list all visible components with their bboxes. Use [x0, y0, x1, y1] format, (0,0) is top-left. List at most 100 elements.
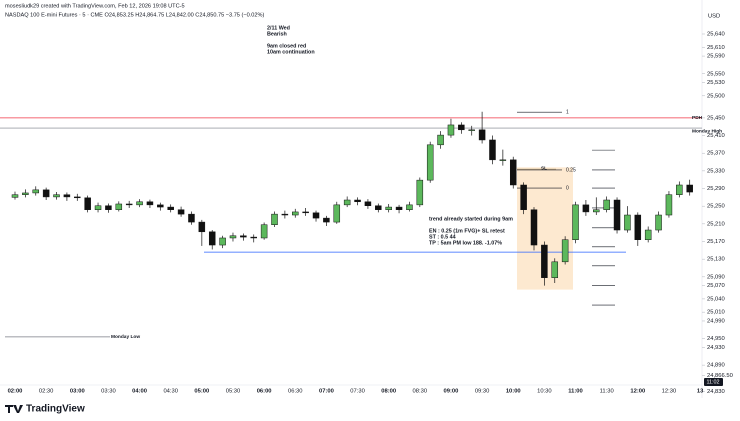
x-tick-label: 10:30 [537, 389, 552, 395]
candle-body [157, 204, 164, 208]
y-tick-label: 24,830 [707, 389, 725, 395]
y-tick-label: 25,640 [707, 32, 725, 38]
x-tick-label: 12:30 [662, 389, 677, 395]
level-label: Monday High [692, 128, 722, 134]
candle-body [447, 124, 455, 136]
candle-body [125, 203, 133, 206]
candle-body [603, 199, 610, 210]
y-tick-label: 25,330 [707, 168, 725, 174]
y-tick-label: 24,890 [707, 363, 725, 369]
x-tick-label: 06:30 [288, 389, 303, 395]
candle-body [105, 205, 112, 210]
candle-body [458, 124, 465, 131]
y-tick-label: 25,250 [707, 204, 725, 210]
y-tick-label: 24,950 [707, 336, 725, 342]
level-label: PDH [692, 115, 703, 121]
x-tick-label: 05:30 [226, 389, 241, 395]
candle-body [406, 204, 413, 210]
annotation-line: 10am continuation [267, 49, 315, 55]
candle-body [572, 204, 579, 240]
candle-body [32, 189, 40, 194]
candle-body [437, 134, 444, 146]
y-tick-label: 25,410 [707, 133, 725, 139]
candle-body [136, 201, 143, 206]
y-tick-label: 25,500 [707, 93, 725, 99]
candle-body [343, 199, 351, 206]
candle-body [551, 261, 559, 278]
annotation-line: ST : 0.5 44 [429, 234, 456, 240]
y-tick-label: 25,450 [707, 115, 725, 121]
x-tick-label: 05:00 [194, 389, 209, 395]
level-label: Monday Low [111, 334, 140, 340]
x-tick-label: 08:00 [381, 389, 396, 395]
candle-body [541, 244, 548, 278]
y-tick-label: 25,370 [707, 151, 725, 157]
annotation-line: 2/11 Wed [267, 25, 290, 31]
candle-body [333, 204, 341, 223]
y-tick-label: 24,930 [707, 345, 725, 351]
candle-body [416, 179, 424, 206]
x-tick-label: 08:30 [413, 389, 428, 395]
candle-body [74, 196, 81, 199]
annotation-line: trend already started during 9am [429, 216, 513, 222]
candle-body [84, 197, 91, 210]
candle-body [364, 201, 372, 206]
sl-label: SL [541, 165, 547, 170]
x-tick-label: 13 [697, 389, 704, 395]
candle-body [478, 129, 486, 141]
candle-body [302, 211, 309, 214]
y-tick-label: 25,010 [707, 310, 725, 316]
logo-text: TradingView [26, 404, 85, 415]
candle-body [177, 209, 185, 215]
y-tick-label: 24,866.50 [707, 373, 733, 379]
candle-body [312, 212, 320, 219]
candle-body [655, 214, 662, 231]
y-tick-label: 24,990 [707, 319, 725, 325]
candle-body [624, 214, 631, 231]
candle-body [323, 217, 330, 223]
countdown: 11:02 [706, 379, 719, 385]
candle-body [468, 129, 475, 131]
annotation-line: EN : 0.25 (1m FVG)+ SL retest [429, 228, 505, 234]
currency: USD [708, 14, 720, 20]
candle-body [665, 194, 673, 216]
x-tick-label: 11:00 [568, 389, 583, 395]
y-tick-label: 25,040 [707, 296, 725, 302]
annotation-line: TP : 5am PM low 188. -1.07% [429, 240, 502, 246]
y-tick-label: 25,530 [707, 80, 725, 86]
x-tick-label: 07:00 [319, 389, 334, 395]
y-tick-label: 25,130 [707, 257, 725, 263]
candle-body [426, 144, 434, 181]
candle-body [676, 184, 683, 195]
candle-body [354, 199, 361, 203]
candle-body [94, 205, 102, 210]
candle-body [613, 199, 621, 231]
x-tick-label: 09:30 [475, 389, 490, 395]
logo-icon [5, 405, 23, 413]
x-tick-label: 11:30 [600, 389, 614, 395]
candle-body [561, 239, 569, 263]
candle-body [250, 236, 257, 239]
candle-body [385, 206, 392, 210]
x-tick-label: 06:00 [257, 389, 272, 395]
candle-body [208, 231, 216, 246]
y-tick-label: 25,550 [707, 71, 725, 77]
x-tick-label: 02:00 [8, 389, 23, 395]
x-tick-label: 10:00 [506, 389, 521, 395]
candle-body [260, 224, 268, 239]
candle-body [395, 206, 403, 210]
fib-label: 1 [566, 109, 569, 115]
y-tick-label: 25,590 [707, 54, 725, 60]
candle-body [281, 213, 289, 216]
candle-body [686, 184, 693, 193]
x-tick-label: 04:30 [163, 389, 178, 395]
candle-body [509, 159, 517, 186]
author-line: mosesliudk29 created with TradingView.co… [5, 3, 185, 9]
candle-body [271, 213, 278, 225]
candle-body [644, 229, 652, 240]
candle-body [115, 203, 123, 210]
y-tick-label: 25,290 [707, 186, 725, 192]
candle-body [198, 221, 206, 233]
fib-label: 0.25 [566, 167, 576, 173]
